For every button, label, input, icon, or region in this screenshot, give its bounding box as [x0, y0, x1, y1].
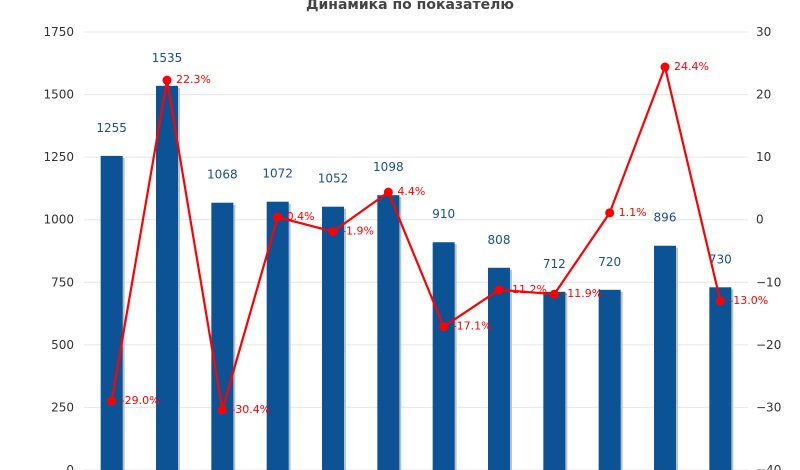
bar [266, 201, 289, 470]
line-point [328, 227, 338, 237]
bar [488, 267, 510, 470]
bar-value-label: 720 [598, 255, 621, 269]
bar-value-label: 712 [543, 257, 566, 271]
bar-value-label: 730 [709, 252, 732, 266]
bar-value-label: 1068 [207, 168, 238, 182]
y-axis-left: 0 250 500 750 1000 1250 1500 1750 [43, 25, 74, 470]
bar [709, 287, 732, 470]
bar-value-label: 910 [432, 207, 455, 221]
line-point [605, 208, 615, 218]
bar [654, 245, 676, 470]
y2-tick-label: −40 [756, 463, 781, 470]
bar [322, 206, 344, 470]
y2-tick-label: 20 [756, 88, 771, 102]
y2-tick-label: 0 [756, 213, 764, 227]
y-tick-label: 0 [66, 463, 74, 470]
bar-value-label: 1052 [318, 172, 349, 186]
y2-tick-label: 30 [756, 25, 771, 39]
bar-value-label: 1072 [262, 167, 293, 181]
line-value-label: -11.2% [508, 283, 547, 296]
y-tick-label: 1000 [43, 213, 74, 227]
line-point [715, 296, 725, 306]
line-value-label: -29.0% [121, 394, 160, 407]
line-value-label: -13.0% [729, 294, 768, 307]
y-axis-right: −40 −30 −20 −10 0 10 20 30 [756, 25, 781, 470]
y2-tick-label: −20 [756, 338, 781, 352]
bar-series: 1255 1535 1068 1072 1052 1098 910 808 712 720 896 7… [96, 51, 734, 470]
line-value-label: 0.4% [287, 210, 315, 223]
line-point [439, 322, 449, 332]
bar [100, 155, 123, 470]
line-point [162, 75, 172, 85]
line-value-label: -11.9% [563, 287, 602, 300]
bar [432, 242, 455, 470]
bar [211, 202, 234, 470]
line-point [107, 396, 117, 406]
y2-tick-label: 10 [756, 150, 771, 164]
line-point [494, 285, 504, 295]
bar [543, 291, 566, 470]
y2-tick-label: −30 [756, 400, 781, 414]
line-value-label: 22.3% [176, 73, 211, 86]
line-series: -29.0% 22.3% -30.4% 0.4% -1.9% 4.4% -17.1% -11.… [107, 60, 768, 416]
bar [598, 289, 621, 470]
bar-value-label: 1535 [152, 51, 183, 65]
line-path [110, 65, 722, 412]
bar-value-label: 1255 [96, 121, 127, 135]
line-point [383, 187, 393, 197]
y-tick-label: 1250 [43, 150, 74, 164]
y-tick-label: 1750 [43, 25, 74, 39]
bar [377, 195, 400, 470]
chart-title: Динамика по показателю [306, 0, 514, 13]
y-tick-label: 750 [51, 275, 74, 289]
line-point [549, 289, 559, 299]
line-value-label: 4.4% [397, 185, 425, 198]
y-tick-label: 250 [51, 400, 74, 414]
line-point [217, 405, 227, 415]
line-value-label: 24.4% [674, 60, 709, 73]
line-value-label: -17.1% [453, 320, 492, 333]
line-point [660, 62, 670, 72]
line-value-label: -30.4% [231, 403, 270, 416]
y-tick-label: 500 [51, 338, 74, 352]
grid [84, 31, 748, 470]
bar [156, 85, 178, 470]
y2-tick-label: −10 [756, 275, 781, 289]
line-point [273, 212, 283, 222]
bar-value-label: 808 [488, 233, 511, 247]
y-tick-label: 1500 [43, 88, 74, 102]
line-value-label: 1.1% [619, 206, 647, 219]
bar-value-label: 1098 [373, 160, 404, 174]
line-value-label: -1.9% [342, 225, 374, 238]
bar-value-label: 896 [654, 211, 677, 225]
